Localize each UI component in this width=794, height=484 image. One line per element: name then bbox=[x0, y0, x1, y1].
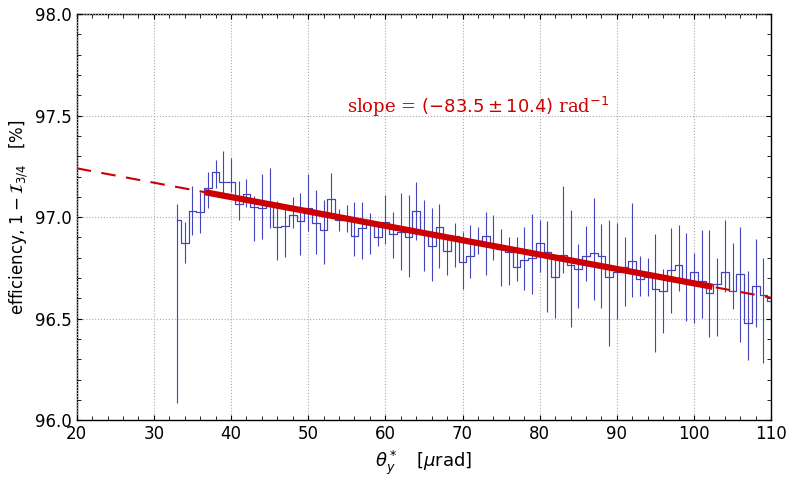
Text: slope = $(-83.5\pm10.4)$ rad$^{-1}$: slope = $(-83.5\pm10.4)$ rad$^{-1}$ bbox=[347, 95, 609, 120]
X-axis label: $\theta_y^*$   [$\mu$rad]: $\theta_y^*$ [$\mu$rad] bbox=[376, 449, 472, 477]
Y-axis label: efficiency, $1 - \mathcal{I}_{3/4}$   [%]: efficiency, $1 - \mathcal{I}_{3/4}$ [%] bbox=[7, 119, 29, 315]
